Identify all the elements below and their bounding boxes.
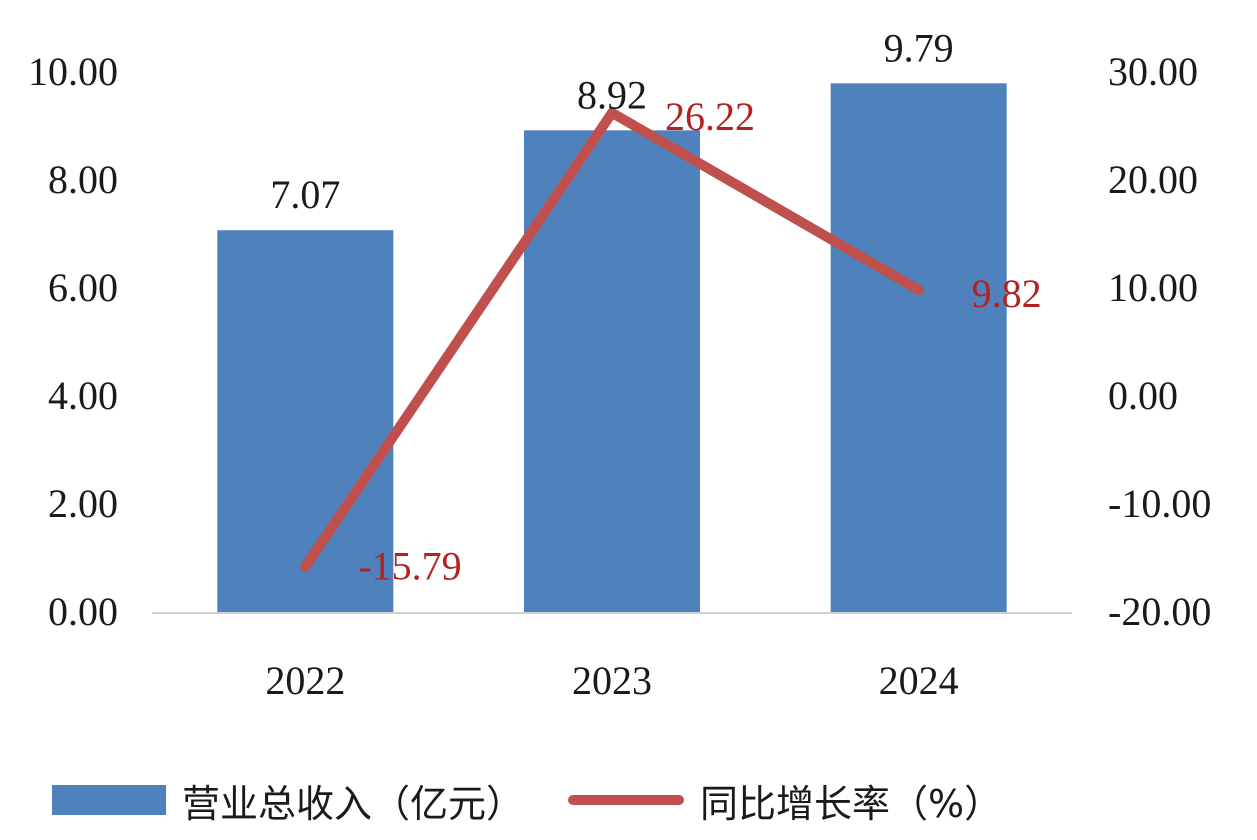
- left-axis-tick-label: 2.00: [48, 481, 118, 526]
- bar: [217, 230, 394, 612]
- line-point: [913, 284, 924, 295]
- line-data-label: 26.22: [665, 94, 755, 139]
- left-axis-tick-label: 10.00: [28, 49, 118, 94]
- left-axis-tick-label: 0.00: [48, 589, 118, 634]
- line-data-labels: -15.79 26.22 9.82: [358, 94, 1041, 589]
- left-axis-tick-label: 4.00: [48, 373, 118, 418]
- line-data-label: 9.82: [972, 271, 1042, 316]
- x-axis-tick-label: 2024: [879, 658, 959, 703]
- line-series: [300, 107, 924, 572]
- legend-item-growth: 同比增长率（%）: [524, 773, 1002, 828]
- bar: [524, 130, 700, 612]
- left-axis-tick-label: 8.00: [48, 157, 118, 202]
- bar-data-labels: 7.07 8.92 9.79: [270, 25, 953, 217]
- right-axis-tick-label: 10.00: [1108, 265, 1198, 310]
- line-point: [607, 107, 617, 118]
- legend-label-revenue: 营业总收入（亿元）: [182, 781, 525, 826]
- bar-series: [217, 83, 1007, 613]
- legend-swatch-line: [568, 795, 685, 805]
- legend: 营业总收入（亿元） 同比增长率（%）: [52, 770, 1002, 830]
- right-axis-tick-label: 0.00: [1108, 373, 1178, 418]
- bar: [830, 83, 1007, 613]
- left-axis-tick-label: 6.00: [48, 265, 118, 310]
- legend-item-revenue: 营业总收入（亿元）: [52, 773, 524, 828]
- legend-label-growth: 同比增长率（%）: [700, 781, 1003, 826]
- line-data-label: -15.79: [358, 544, 461, 589]
- combo-chart: 0.00 2.00 4.00 6.00 8.00 10.00 -20.00 -10.00 0.…: [28, 25, 1211, 703]
- line-point: [300, 561, 311, 572]
- right-axis-ticks: -20.00 -10.00 0.00 10.00 20.00 30.00: [1108, 49, 1211, 634]
- right-axis-tick-label: -20.00: [1108, 589, 1211, 634]
- right-axis-tick-label: 30.00: [1108, 49, 1198, 94]
- bar-data-label: 8.92: [577, 72, 647, 117]
- bar-data-label: 7.07: [270, 172, 340, 217]
- x-axis-tick-label: 2022: [265, 658, 345, 703]
- left-axis-ticks: 0.00 2.00 4.00 6.00 8.00 10.00: [28, 49, 118, 634]
- x-axis-tick-label: 2023: [572, 658, 652, 703]
- bar-data-label: 9.79: [884, 25, 954, 70]
- right-axis-tick-label: -10.00: [1108, 481, 1211, 526]
- legend-swatch-bar: [52, 785, 166, 815]
- x-axis-ticks: 2022 2023 2024: [265, 658, 958, 703]
- right-axis-tick-label: 20.00: [1108, 157, 1198, 202]
